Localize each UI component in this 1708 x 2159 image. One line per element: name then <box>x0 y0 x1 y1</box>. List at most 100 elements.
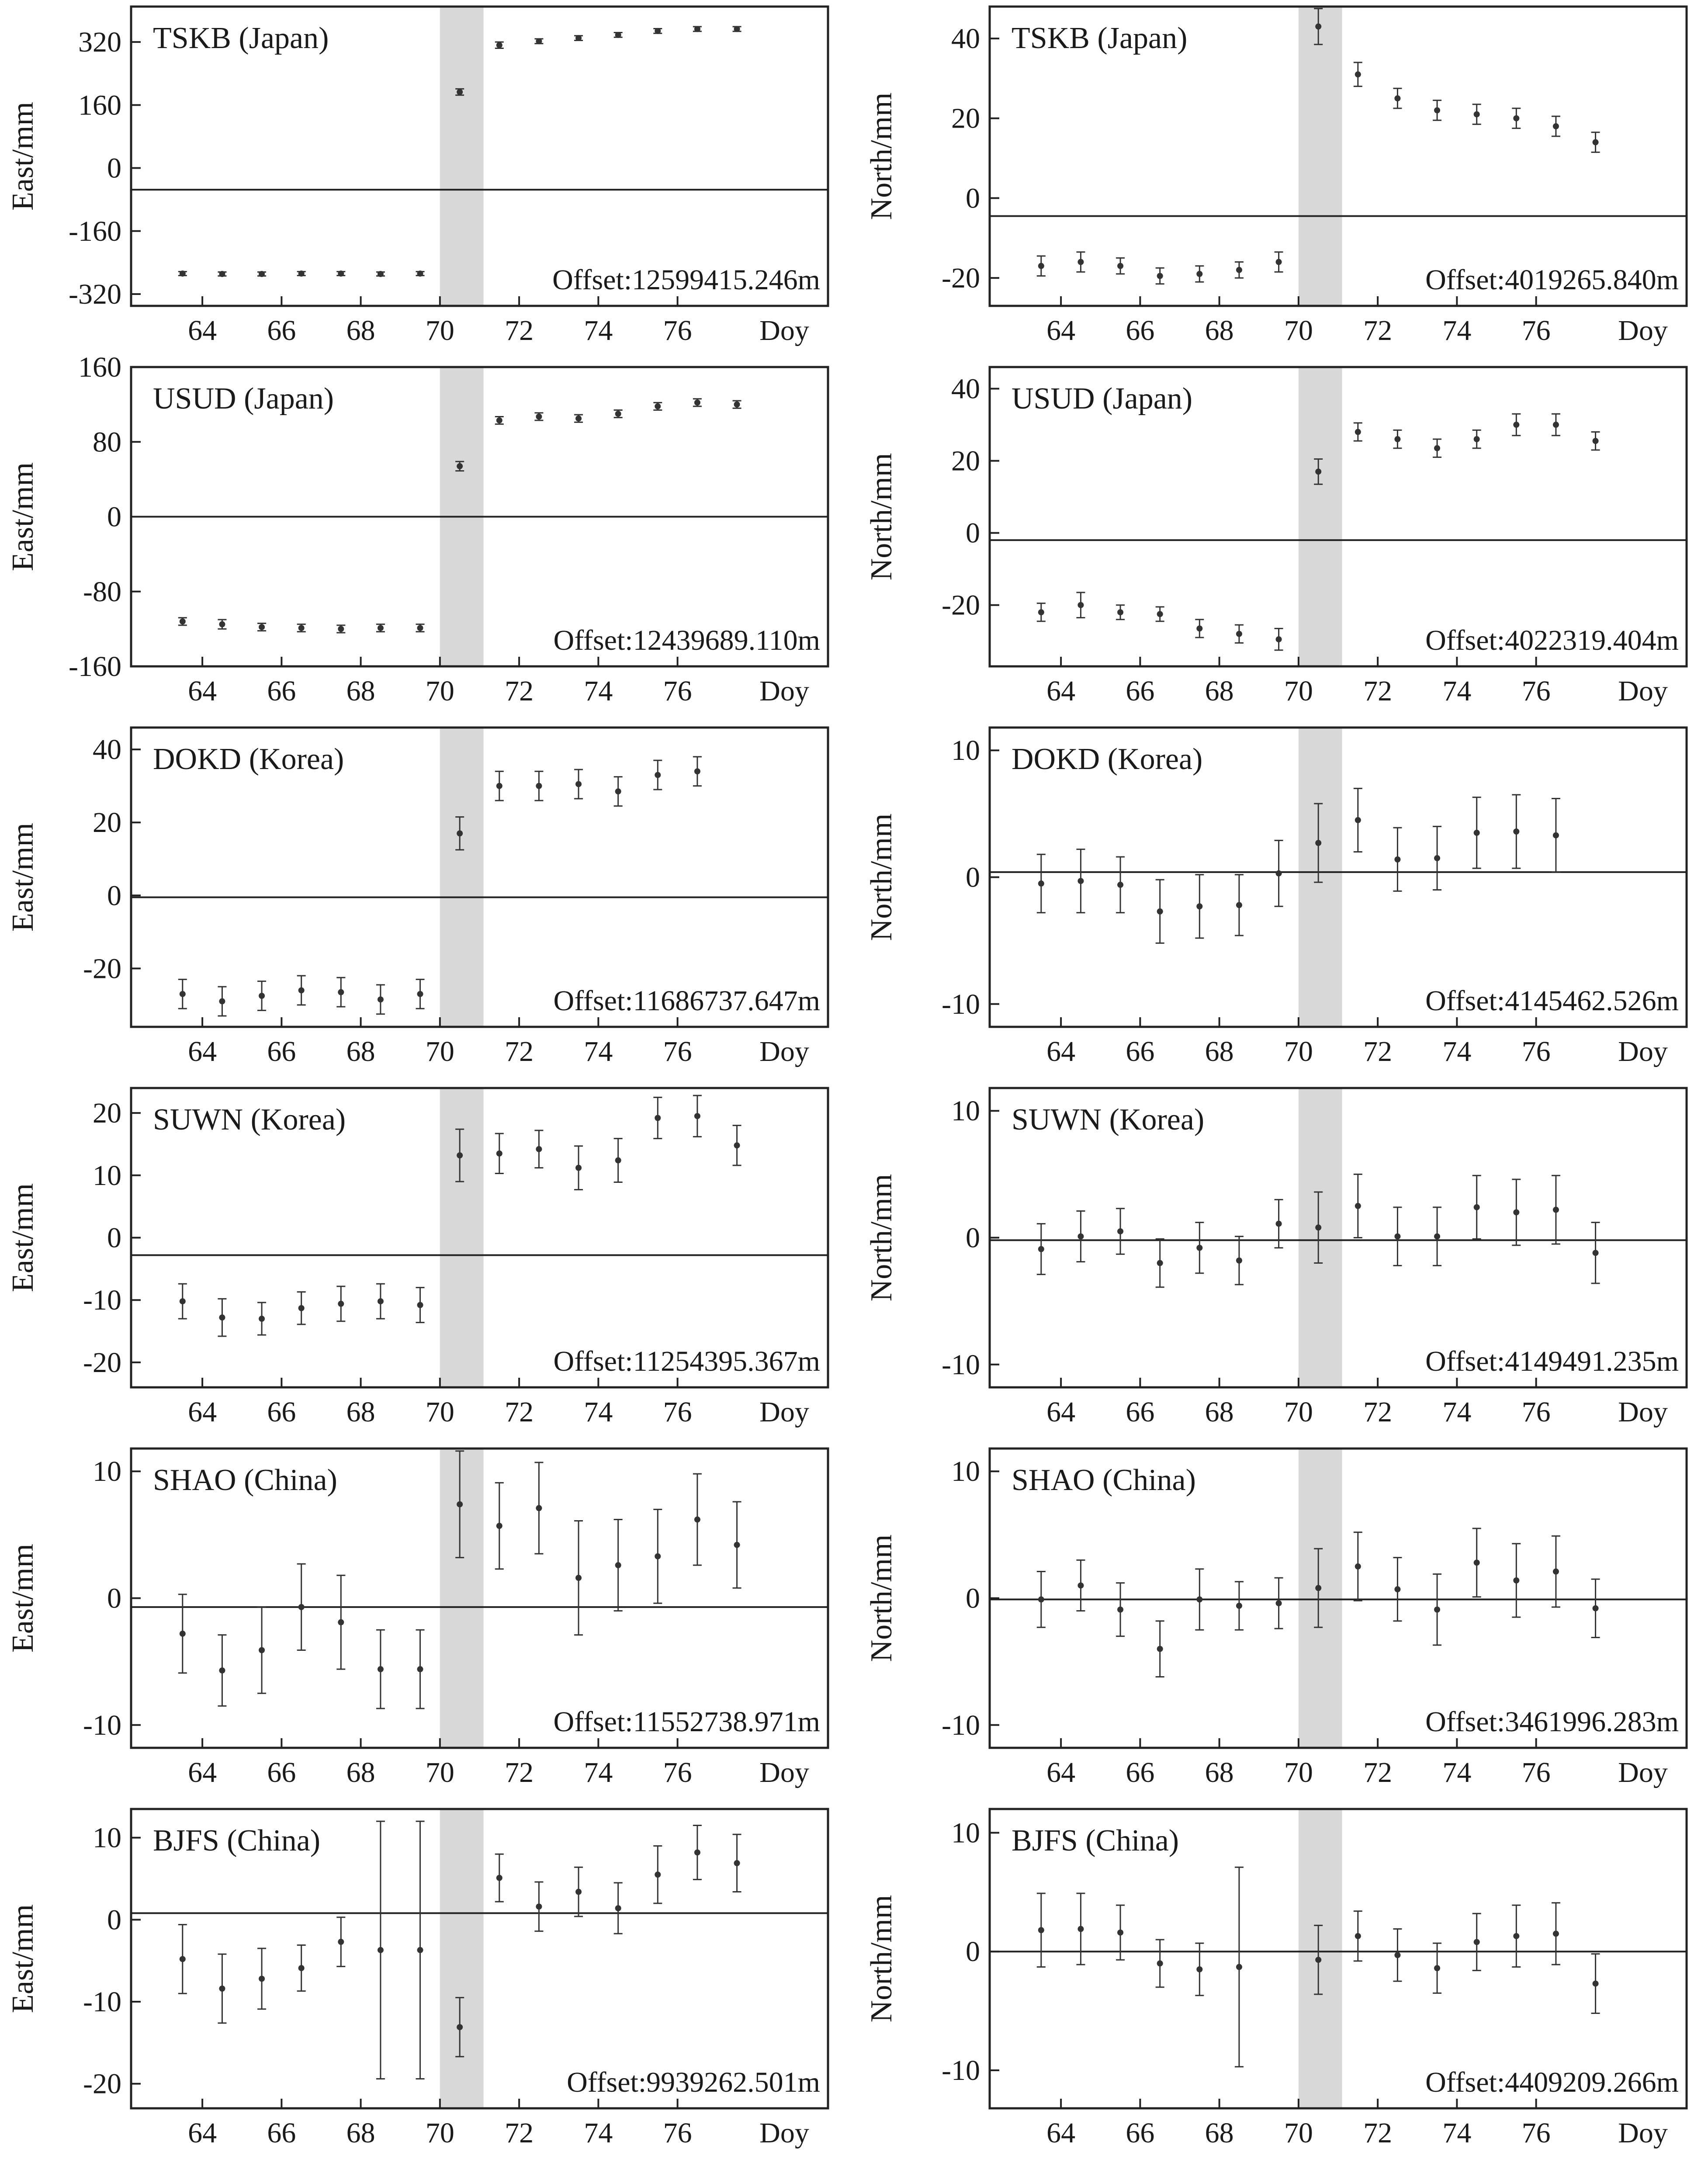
point-marker <box>1196 1966 1203 1972</box>
point-marker <box>377 1947 384 1953</box>
point-marker <box>615 411 621 417</box>
point-marker <box>655 1871 661 1878</box>
data-point <box>1076 1210 1085 1263</box>
point-marker <box>1355 1563 1361 1570</box>
y-tick-label: 0 <box>966 182 980 214</box>
data-point <box>574 1145 583 1191</box>
x-tick-label: 76 <box>663 675 692 707</box>
data-point <box>495 1482 504 1570</box>
point-marker <box>1275 870 1282 877</box>
y-tick-label: -20 <box>83 953 121 984</box>
data-point <box>613 776 623 807</box>
point-marker <box>1592 1980 1599 1987</box>
x-tick-label: 72 <box>1363 675 1392 707</box>
data-point <box>1036 255 1046 277</box>
x-tick-label: 66 <box>267 315 296 347</box>
x-axis-end-label: Doy <box>1618 675 1668 707</box>
point-marker <box>219 1314 225 1321</box>
data-point <box>1036 1892 1046 1968</box>
point-marker <box>1434 107 1441 114</box>
data-point <box>1512 1904 1521 1968</box>
data-point <box>376 624 385 633</box>
point-marker <box>1117 609 1124 616</box>
point-marker <box>1157 1260 1163 1266</box>
data-point <box>1155 606 1164 622</box>
x-tick-label: 64 <box>1046 2117 1075 2149</box>
x-tick-label: 76 <box>1522 1396 1551 1428</box>
data-point <box>376 1283 385 1320</box>
point-marker <box>1473 1559 1480 1566</box>
x-axis-end-label: Doy <box>759 1036 809 1067</box>
data-point <box>693 1473 702 1566</box>
x-tick-label: 76 <box>663 1757 692 1788</box>
y-tick-label: -10 <box>942 988 980 1020</box>
data-point <box>1036 853 1046 914</box>
point-marker <box>575 781 582 787</box>
x-tick-label: 74 <box>584 1757 613 1788</box>
x-tick-label: 76 <box>1522 2117 1551 2149</box>
x-tick-label: 74 <box>584 1396 613 1428</box>
x-tick-label: 70 <box>426 1036 454 1067</box>
data-point <box>178 1924 187 1994</box>
x-tick-label: 70 <box>1284 1757 1313 1788</box>
x-tick-label: 66 <box>1126 675 1154 707</box>
y-tick-label: -10 <box>83 1709 121 1741</box>
point-marker <box>536 783 542 789</box>
x-tick-label: 74 <box>584 315 613 347</box>
data-point <box>297 270 306 277</box>
point-marker <box>338 989 344 995</box>
point-marker <box>536 413 542 420</box>
point-marker <box>1077 1926 1084 1932</box>
y-tick-label: -20 <box>942 589 980 621</box>
x-tick-label: 76 <box>663 2117 692 2149</box>
data-point <box>178 978 187 1009</box>
y-tick-label: 40 <box>951 23 980 55</box>
y-axis-label: East/mm <box>6 102 40 211</box>
point-marker <box>298 270 305 277</box>
panel-tskb-east: 320 160 0 -160 -320 64 66 68 70 72 74 76 Doy East/mm T… <box>6 5 829 347</box>
data-point <box>693 26 702 32</box>
y-tick-label: 320 <box>78 26 121 58</box>
point-marker <box>1077 1233 1084 1240</box>
point-marker <box>1592 1250 1599 1256</box>
x-tick-label: 68 <box>1205 1396 1234 1428</box>
plot-frame <box>988 5 1688 307</box>
data-point <box>297 1291 306 1325</box>
point-marker <box>1196 903 1203 910</box>
station-label: BJFS (China) <box>153 1824 320 1858</box>
y-tick-label: 80 <box>93 426 121 458</box>
data-point <box>1155 1939 1164 1988</box>
data-point <box>1353 1173 1362 1238</box>
x-tick-label: 70 <box>426 2117 454 2149</box>
data-point <box>376 1629 385 1709</box>
x-tick-label: 70 <box>1284 2117 1313 2149</box>
data-point <box>732 1833 741 1893</box>
x-tick-label: 66 <box>267 1396 296 1428</box>
point-marker <box>338 1619 344 1625</box>
x-tick-label: 72 <box>1363 1036 1392 1067</box>
y-tick-label: 0 <box>107 501 121 533</box>
point-marker <box>457 463 463 469</box>
x-tick-label: 68 <box>1205 1757 1234 1788</box>
x-tick-label: 72 <box>1363 2117 1392 2149</box>
point-marker <box>1513 1933 1520 1939</box>
data-point <box>1551 115 1560 137</box>
point-marker <box>575 415 582 422</box>
x-tick-label: 72 <box>505 315 534 347</box>
point-marker <box>457 1501 463 1507</box>
point-marker <box>1355 71 1361 78</box>
offset-label: Offset:12599415.246m <box>552 264 820 296</box>
point-marker <box>1552 832 1559 839</box>
data-point <box>1274 1577 1283 1629</box>
data-point <box>1116 856 1125 914</box>
y-tick-label: 20 <box>951 103 980 135</box>
earthquake-band <box>1298 7 1342 306</box>
point-marker <box>219 998 225 1005</box>
point-marker <box>1315 840 1322 846</box>
offset-label: Offset:4145462.526m <box>1425 985 1679 1017</box>
x-tick-label: 74 <box>584 2117 613 2149</box>
x-tick-label: 68 <box>346 2117 375 2149</box>
point-marker <box>417 1666 423 1673</box>
data-point <box>1551 1175 1560 1245</box>
point-marker <box>496 1523 502 1529</box>
